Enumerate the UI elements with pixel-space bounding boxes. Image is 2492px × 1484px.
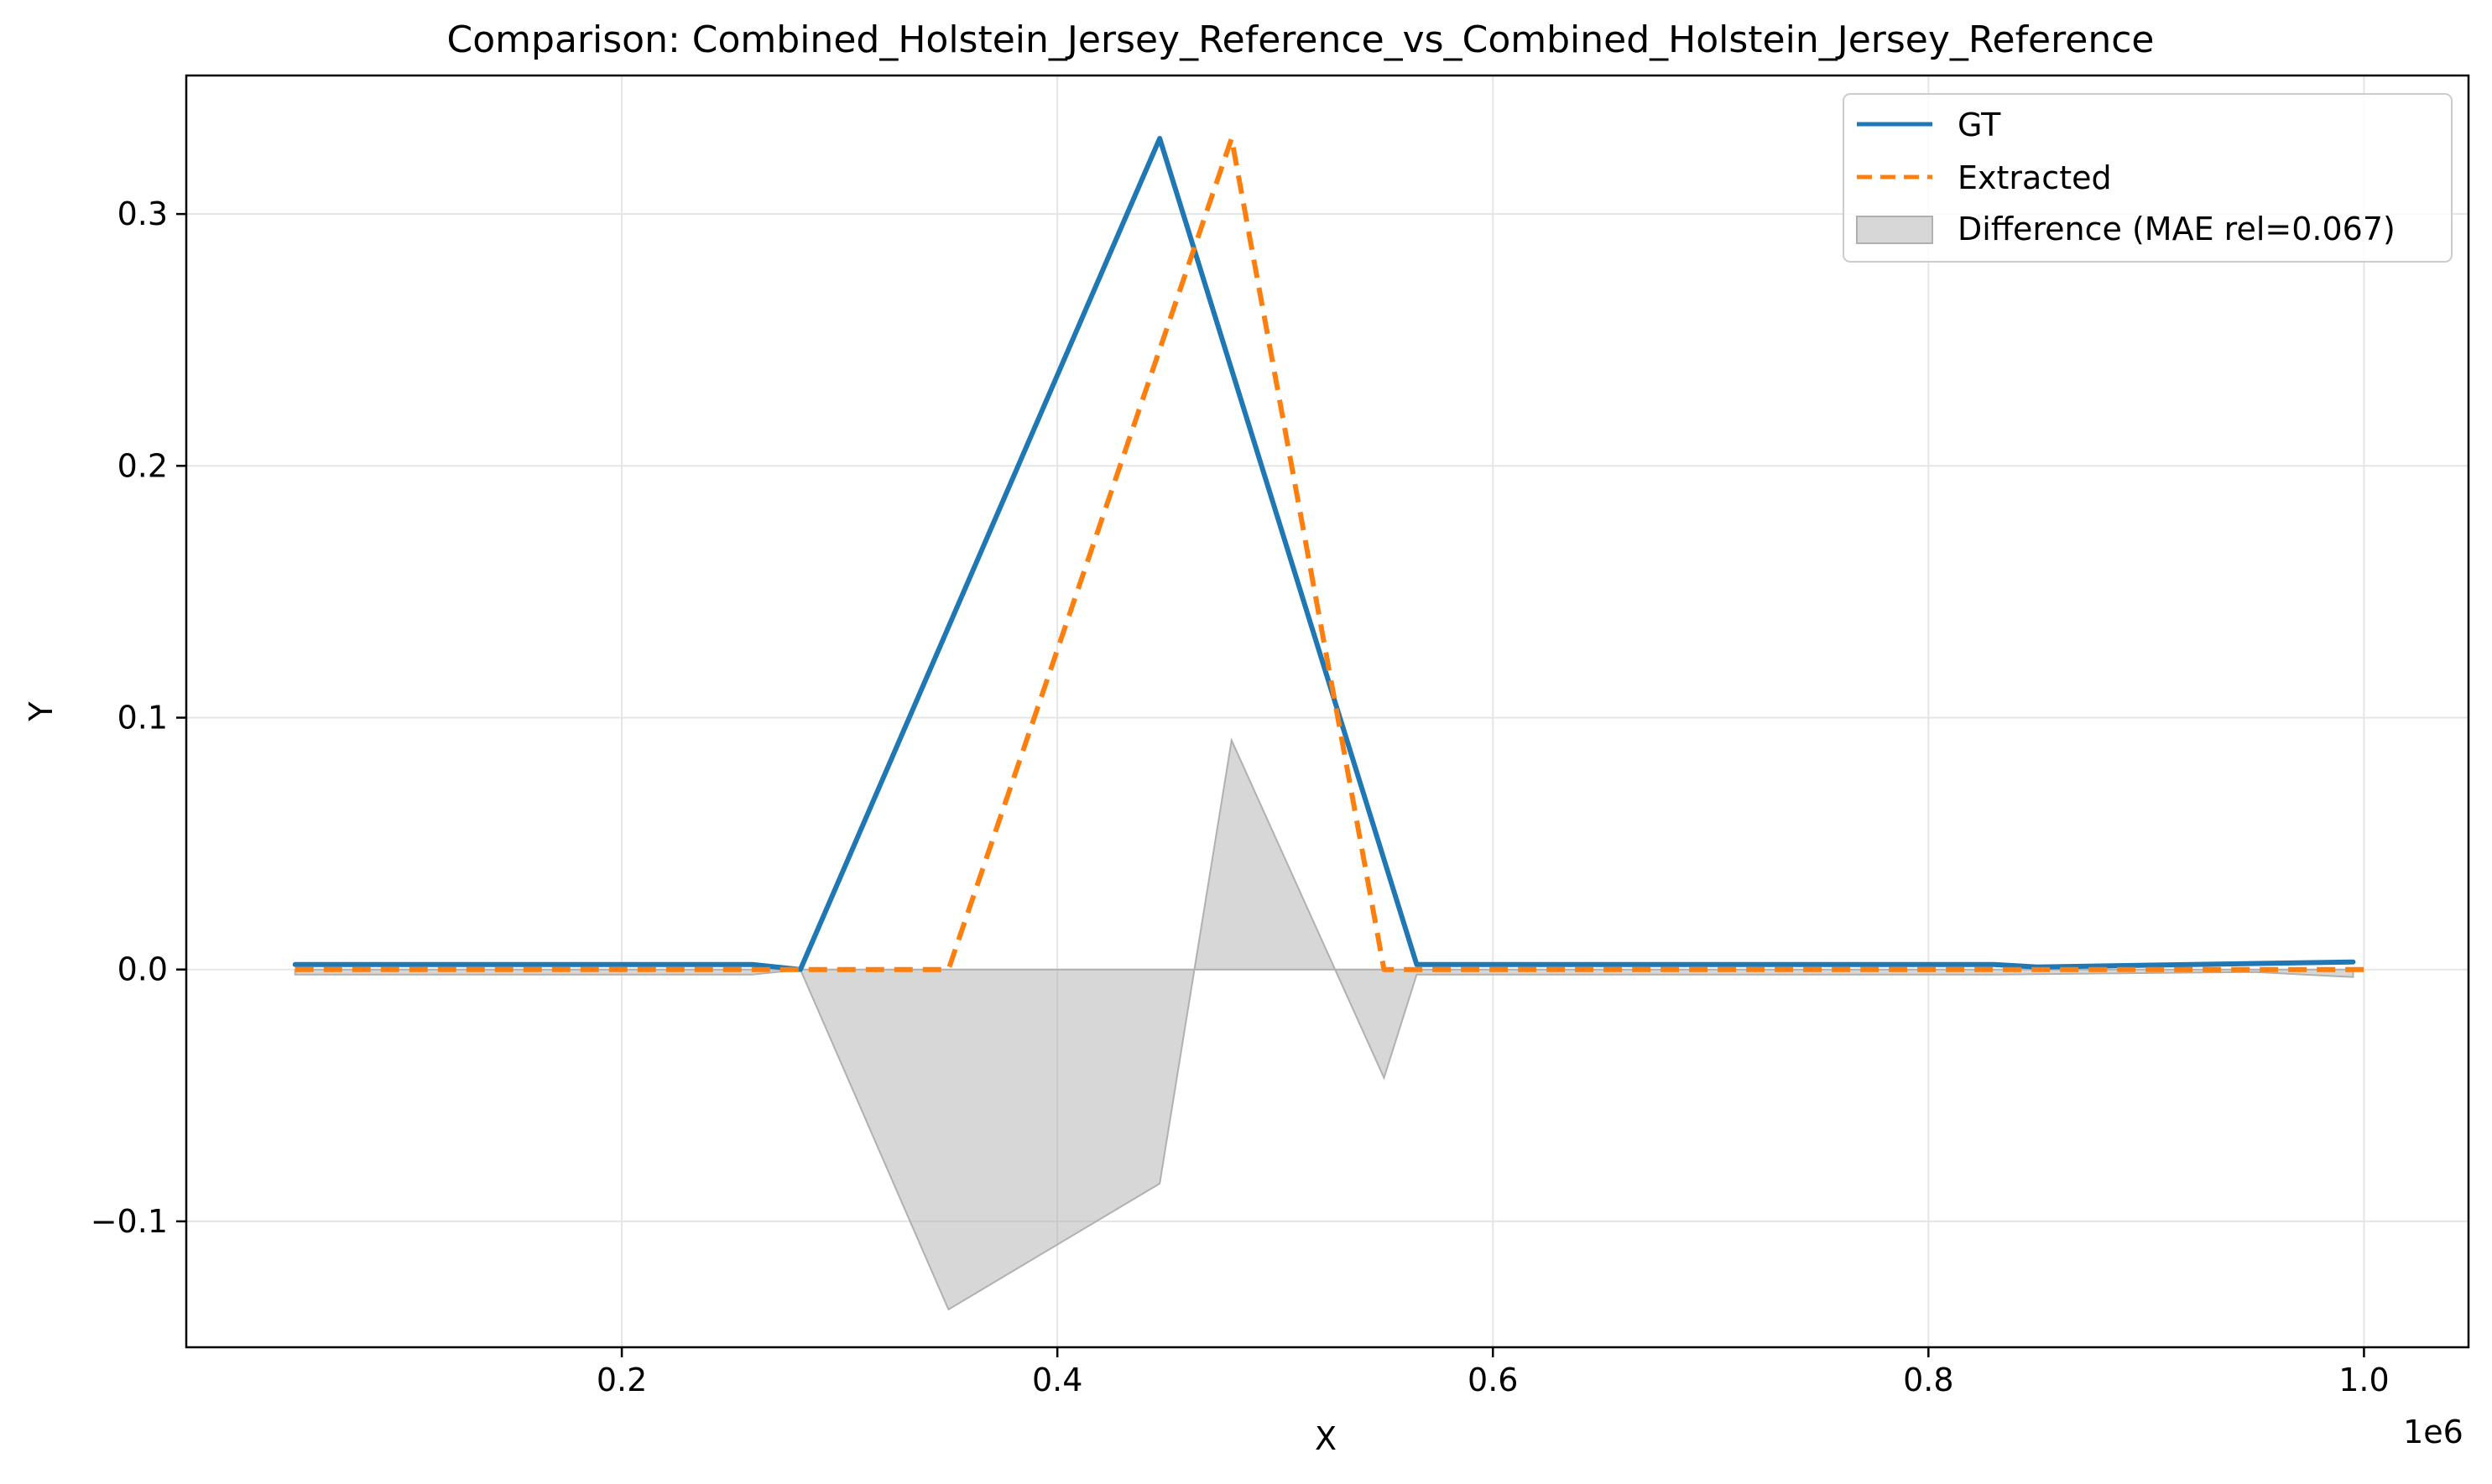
legend-extracted-label: Extracted bbox=[1958, 159, 2112, 196]
difference-layer bbox=[294, 737, 2354, 1311]
y-tick-label: 0.2 bbox=[117, 447, 168, 484]
x-tick-label: 0.2 bbox=[597, 1362, 647, 1398]
legend-box bbox=[1843, 93, 2453, 263]
series-line-extracted bbox=[295, 136, 2364, 972]
x-tick-label: 0.4 bbox=[1032, 1362, 1082, 1398]
series-line-gt bbox=[292, 136, 2356, 972]
y-tick-label: 0.3 bbox=[117, 195, 168, 232]
x-axis-label: X bbox=[1315, 1420, 1337, 1457]
plot-frame bbox=[185, 74, 2470, 1349]
x-axis-offset-label: 1e6 bbox=[2403, 1414, 2463, 1450]
x-tick-label: 0.8 bbox=[1903, 1362, 1953, 1398]
y-tick-label: 0.1 bbox=[117, 700, 168, 737]
legend-difference-swatch bbox=[1856, 216, 1933, 244]
y-tick-label: 0.0 bbox=[117, 951, 168, 988]
x-tick-label: 1.0 bbox=[2338, 1362, 2389, 1398]
series-layer bbox=[292, 136, 2364, 972]
legend-gt-label: GT bbox=[1958, 107, 2001, 143]
y-tick-label: −0.1 bbox=[91, 1203, 168, 1240]
difference-area bbox=[294, 737, 2354, 1311]
chart-title: Comparison: Combined_Holstein_Jersey_Ref… bbox=[447, 18, 2155, 61]
axis-layer: 0.2 0.4 0.6 0.8 1.0 −0.1 0.0 0.1 0.2 0.3 bbox=[91, 195, 2390, 1398]
legend: GT Extracted Difference (MAE rel=0.067) bbox=[1843, 93, 2453, 263]
y-axis-label: Y bbox=[23, 701, 60, 722]
legend-difference-label: Difference (MAE rel=0.067) bbox=[1958, 211, 2396, 247]
x-tick-label: 0.6 bbox=[1468, 1362, 1518, 1398]
